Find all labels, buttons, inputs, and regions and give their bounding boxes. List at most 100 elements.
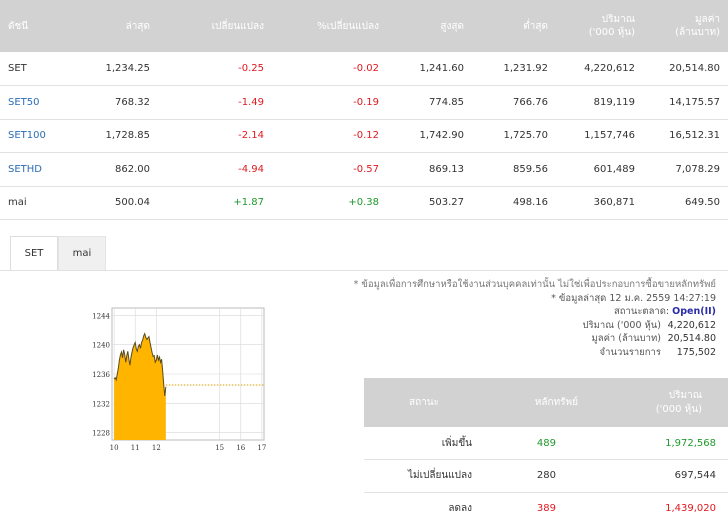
advance-decline-status: ลดลง bbox=[364, 492, 484, 524]
chart-x-tick-label: 17 bbox=[257, 444, 266, 452]
chart-y-tick-label: 1244 bbox=[92, 312, 110, 320]
index-cell-name: mai bbox=[0, 186, 82, 220]
index-cell-pct: +0.38 bbox=[272, 186, 387, 220]
intraday-chart: 1228 1232 1236 1240 1244 10 11 12 15 16 17 bbox=[92, 307, 266, 452]
index-cell-value: 649.50 bbox=[643, 186, 728, 220]
advance-decline-count: 489 bbox=[484, 427, 604, 460]
advance-decline-volume: 1,972,568 bbox=[604, 427, 728, 460]
market-tabs: SET mai bbox=[10, 236, 106, 270]
last-update-row: * ข้อมูลล่าสุด 12 ม.ค. 2559 14:27:19 bbox=[336, 292, 716, 306]
index-cell-pct: -0.19 bbox=[272, 85, 387, 120]
index-cell-name[interactable]: SET50 bbox=[0, 85, 82, 120]
index-cell-high: 1,742.90 bbox=[387, 119, 472, 153]
index-row[interactable]: SET100 1,728.85 -2.14 -0.12 1,742.90 1,725.70… bbox=[0, 119, 728, 153]
advance-decline-status: ไม่เปลี่ยนแปลง bbox=[364, 459, 484, 493]
advance-decline-volume: 1,439,020 bbox=[604, 492, 728, 524]
index-cell-value: 16,512.31 bbox=[643, 119, 728, 153]
index-col-header-change: เปลี่ยนแปลง bbox=[211, 20, 264, 32]
chart-x-tick-label: 11 bbox=[131, 444, 140, 452]
value-value: 20,514.80 bbox=[667, 333, 716, 344]
index-cell-change: -2.14 bbox=[158, 119, 272, 153]
index-col-header-high: สูงสุด bbox=[440, 20, 464, 32]
value-label: มูลค่า (ล้านบาท) bbox=[591, 333, 661, 344]
index-row[interactable]: mai 500.04 +1.87 +0.38 503.27 498.16 360,871 64… bbox=[0, 186, 728, 220]
index-cell-high: 774.85 bbox=[387, 85, 472, 120]
market-status-value: Open(II) bbox=[672, 306, 716, 317]
index-cell-change: +1.87 bbox=[158, 186, 272, 220]
market-status-row: สถานะตลาด: Open(II) bbox=[336, 305, 716, 319]
chart-y-tick-label: 1232 bbox=[92, 400, 110, 408]
index-cell-low: 859.56 bbox=[472, 152, 556, 187]
trades-value: 175,502 bbox=[676, 346, 716, 358]
index-col-header-last: ล่าสุด bbox=[125, 20, 150, 32]
advance-decline-col-volume: ปริมาณ ('000 หุ้น) bbox=[655, 389, 702, 415]
index-cell-high: 1,241.60 bbox=[387, 52, 472, 86]
index-cell-name: SET bbox=[0, 52, 82, 86]
chart-x-tick-label: 10 bbox=[110, 444, 119, 452]
index-cell-value: 7,078.29 bbox=[643, 152, 728, 187]
advance-decline-col-count: หลักทรัพย์ bbox=[534, 396, 578, 408]
index-cell-volume: 819,119 bbox=[556, 85, 643, 120]
index-cell-last: 500.04 bbox=[82, 186, 158, 220]
index-cell-pct: -0.02 bbox=[272, 52, 387, 86]
index-row[interactable]: SET 1,234.25 -0.25 -0.02 1,241.60 1,231.92 4,2… bbox=[0, 52, 728, 86]
trades-label: จำนวนรายการ bbox=[599, 346, 661, 358]
chart-area-fill bbox=[114, 333, 166, 440]
index-cell-change: -4.94 bbox=[158, 152, 272, 187]
index-cell-value: 20,514.80 bbox=[643, 52, 728, 86]
advance-decline-row: ไม่เปลี่ยนแปลง 280 697,544 bbox=[364, 459, 728, 493]
trades-row: จำนวนรายการ 175,502 bbox=[336, 346, 716, 360]
advance-decline-body: เพิ่มขึ้น 489 1,972,568 ไม่เปลี่ยนแปลง 280 69… bbox=[364, 427, 728, 524]
index-cell-volume: 4,220,612 bbox=[556, 52, 643, 86]
chart-y-tick-label: 1236 bbox=[92, 371, 110, 379]
index-table-header: ดัชนี ล่าสุด เปลี่ยนแปลง %เปลี่ยนแปลง สูงสุด… bbox=[0, 0, 728, 52]
index-cell-change: -1.49 bbox=[158, 85, 272, 120]
advance-decline-header: สถานะ หลักทรัพย์ ปริมาณ ('000 หุ้น) bbox=[364, 378, 728, 427]
index-col-header-name: ดัชนี bbox=[8, 20, 29, 32]
index-cell-low: 1,231.92 bbox=[472, 52, 556, 86]
disclaimer-text: * ข้อมูลเพื่อการศึกษาหรือใช้งานส่วนบุคคล… bbox=[353, 279, 716, 290]
chart-x-tick-label: 12 bbox=[152, 444, 161, 452]
market-status-label: สถานะตลาด: bbox=[613, 306, 670, 317]
index-cell-last: 862.00 bbox=[82, 152, 158, 187]
index-cell-low: 766.76 bbox=[472, 85, 556, 120]
advance-decline-volume: 697,544 bbox=[604, 459, 728, 493]
volume-row: ปริมาณ ('000 หุ้น) 4,220,612 bbox=[336, 319, 716, 333]
chart-x-tick-label: 15 bbox=[215, 444, 224, 452]
index-table-body: SET 1,234.25 -0.25 -0.02 1,241.60 1,231.92 4,2… bbox=[0, 52, 728, 220]
index-cell-last: 1,234.25 bbox=[82, 52, 158, 86]
index-cell-name[interactable]: SETHD bbox=[0, 152, 82, 187]
index-cell-pct: -0.57 bbox=[272, 152, 387, 187]
index-cell-name[interactable]: SET100 bbox=[0, 119, 82, 153]
advance-decline-count: 389 bbox=[484, 492, 604, 524]
volume-value: 4,220,612 bbox=[667, 319, 716, 331]
index-col-header-volume: ปริมาณ ('000 หุ้น) bbox=[588, 14, 635, 38]
index-cell-volume: 360,871 bbox=[556, 186, 643, 220]
index-cell-high: 503.27 bbox=[387, 186, 472, 220]
index-cell-last: 1,728.85 bbox=[82, 119, 158, 153]
chart-x-tick-label: 16 bbox=[236, 444, 245, 452]
tab-set[interactable]: SET bbox=[10, 236, 58, 270]
index-row[interactable]: SETHD 862.00 -4.94 -0.57 869.13 859.56 601,489… bbox=[0, 152, 728, 187]
tab-divider bbox=[0, 270, 728, 271]
chart-series-line bbox=[113, 332, 167, 397]
tab-mai[interactable]: mai bbox=[58, 236, 106, 270]
chart-y-tick-label: 1228 bbox=[92, 430, 110, 438]
advance-decline-col-status: สถานะ bbox=[409, 396, 439, 408]
advance-decline-status: เพิ่มขึ้น bbox=[364, 427, 484, 460]
index-cell-low: 498.16 bbox=[472, 186, 556, 220]
last-update-value: 12 ม.ค. 2559 14:27:19 bbox=[609, 292, 716, 304]
value-row: มูลค่า (ล้านบาท) 20,514.80 bbox=[336, 332, 716, 346]
advance-decline-row: ลดลง 389 1,439,020 bbox=[364, 492, 728, 524]
advance-decline-row: เพิ่มขึ้น 489 1,972,568 bbox=[364, 427, 728, 460]
index-row[interactable]: SET50 768.32 -1.49 -0.19 774.85 766.76 819,119… bbox=[0, 85, 728, 120]
index-cell-high: 869.13 bbox=[387, 152, 472, 187]
index-table: ดัชนี ล่าสุด เปลี่ยนแปลง %เปลี่ยนแปลง สูงสุด… bbox=[0, 0, 728, 220]
index-cell-volume: 601,489 bbox=[556, 152, 643, 187]
advance-decline-count: 280 bbox=[484, 459, 604, 493]
index-cell-pct: -0.12 bbox=[272, 119, 387, 153]
advance-decline-table: สถานะ หลักทรัพย์ ปริมาณ ('000 หุ้น) เพิ่มข… bbox=[364, 378, 728, 524]
index-cell-low: 1,725.70 bbox=[472, 119, 556, 153]
index-cell-last: 768.32 bbox=[82, 85, 158, 120]
index-cell-change: -0.25 bbox=[158, 52, 272, 86]
